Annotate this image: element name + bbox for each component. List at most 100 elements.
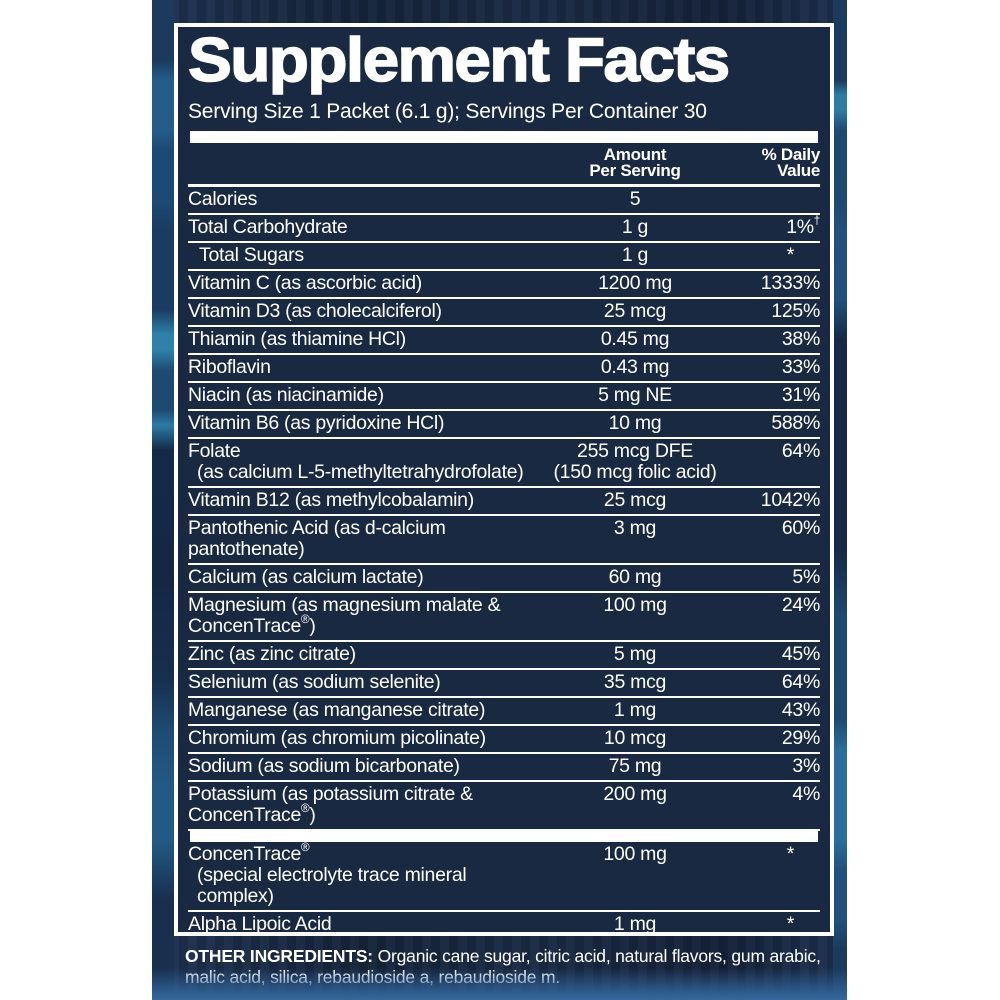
package-label-strip: Supplement Facts Serving Size 1 Packet (…	[152, 0, 847, 1000]
daily-value: 29%	[781, 726, 820, 749]
daily-value-header-line1: % Daily	[761, 144, 821, 164]
nutrient-name: Total Carbohydrate	[188, 215, 348, 238]
daily-value: 43%	[781, 698, 820, 721]
amount-header: Amount Per Serving	[540, 144, 730, 180]
table-row: Total Sugars 1 g *	[188, 243, 820, 271]
daily-value: *	[786, 912, 795, 935]
amount-per-serving: 5 mg NE	[598, 383, 672, 406]
daily-value: 33%	[781, 355, 820, 378]
table-row: Chromium (as chromium picolinate) 10 mcg 2…	[188, 726, 820, 754]
label-edge-left-band	[152, 0, 174, 1000]
table-row: Total Carbohydrate 1 g 1%†	[188, 215, 820, 243]
amount-per-serving: 255 mcg DFE (150 mcg folic acid)	[553, 439, 717, 483]
amount-per-serving: 1 mg	[613, 912, 657, 935]
nutrient-name: Vitamin B6 (as pyridoxine HCl)	[188, 411, 445, 434]
label-bottom-glow	[152, 968, 847, 1000]
amount-per-serving: 1200 mg	[598, 271, 672, 294]
amount-per-serving: 35 mcg	[603, 670, 667, 693]
table-row: Niacin (as niacinamide) 5 mg NE 31%	[188, 383, 820, 411]
nutrient-name: Niacin (as niacinamide)	[188, 383, 384, 406]
table-row: Calories 5	[188, 187, 820, 215]
table-row: Manganese (as manganese citrate) 1 mg 43%	[188, 698, 820, 726]
amount-per-serving: 5 mg	[613, 642, 657, 665]
table-row: Calcium (as calcium lactate) 60 mg 5%	[188, 565, 820, 593]
amount-per-serving: 25 mcg	[603, 488, 667, 511]
daily-value: 38%	[781, 327, 820, 350]
table-row: Zinc (as zinc citrate) 5 mg 45%	[188, 642, 820, 670]
daily-value: 3%	[792, 754, 820, 777]
table-row: Alpha Lipoic Acid 1 mg *	[188, 912, 820, 935]
nutrient-name: Riboflavin	[188, 355, 271, 378]
thick-separator	[190, 830, 818, 842]
supplement-facts-panel: Supplement Facts Serving Size 1 Packet (…	[174, 23, 834, 936]
daily-value: 60%	[781, 516, 820, 539]
table-row: Sodium (as sodium bicarbonate) 75 mg 3%	[188, 754, 820, 782]
daily-value: 64%	[781, 670, 820, 693]
nutrient-name: Selenium (as sodium selenite)	[188, 670, 441, 693]
column-headers: Amount Per Serving % Daily Value	[188, 143, 820, 184]
daily-value: 125%	[771, 299, 820, 322]
amount-per-serving: 10 mg	[608, 411, 662, 434]
nutrient-name: Chromium (as chromium picolinate)	[188, 726, 486, 749]
daily-value: 64%	[781, 439, 820, 462]
amount-per-serving: 0.45 mg	[600, 327, 670, 350]
serving-size-line: Serving Size 1 Packet (6.1 g); Servings …	[188, 99, 707, 123]
daily-value: *	[786, 842, 795, 865]
daily-value: 4%	[792, 782, 820, 805]
nutrient-name: Thiamin (as thiamine HCl)	[188, 327, 406, 350]
table-row: Magnesium (as magnesium malate & ConcenT…	[188, 593, 820, 642]
daily-value: 45%	[781, 642, 820, 665]
table-row: Vitamin B12 (as methylcobalamin) 25 mcg 10…	[188, 488, 820, 516]
nutrient-name: Zinc (as zinc citrate)	[188, 642, 356, 665]
amount-per-serving: 60 mg	[608, 565, 662, 588]
nutrient-name: Sodium (as sodium bicarbonate)	[188, 754, 460, 777]
nutrient-name: Alpha Lipoic Acid	[188, 912, 332, 935]
table-row: Folate (as calcium L-5-methyltetrahydrofo…	[188, 439, 820, 488]
amount-per-serving: 5	[629, 187, 641, 210]
table-row: Vitamin B6 (as pyridoxine HCl) 10 mg 588%	[188, 411, 820, 439]
daily-value: *	[786, 243, 795, 266]
amount-header-line2: Per Serving	[589, 160, 681, 180]
table-row: Vitamin D3 (as cholecalciferol) 25 mcg 125…	[188, 299, 820, 327]
table-row: Vitamin C (as ascorbic acid) 1200 mg 1333%	[188, 271, 820, 299]
daily-value: 1333%	[760, 271, 821, 294]
thick-separator	[190, 130, 818, 143]
amount-per-serving: 3 mg	[613, 516, 657, 539]
nutrient-name: Vitamin D3 (as cholecalciferol)	[188, 299, 442, 322]
facts-rows: Calories 5 Total Carbohydrate 1 g 1%† Total S…	[188, 183, 820, 935]
table-row: Thiamin (as thiamine HCl) 0.45 mg 38%	[188, 327, 820, 355]
amount-per-serving: 25 mcg	[603, 299, 667, 322]
amount-per-serving: 0.43 mg	[600, 355, 670, 378]
nutrient-name: Magnesium (as magnesium malate & ConcenT…	[188, 593, 501, 637]
daily-value: 24%	[781, 593, 820, 616]
nutrient-name: Vitamin B12 (as methylcobalamin)	[188, 488, 474, 511]
table-row: ConcenTrace® (special electrolyte trace m…	[188, 842, 820, 912]
amount-per-serving: 75 mg	[608, 754, 662, 777]
daily-value-header: % Daily Value	[730, 144, 821, 180]
daily-value-header-line2: Value	[777, 160, 820, 180]
table-row: Potassium (as potassium citrate & Concen…	[188, 782, 820, 831]
amount-per-serving: 100 mg	[603, 842, 667, 865]
amount-per-serving: 200 mg	[603, 782, 667, 805]
table-row: Selenium (as sodium selenite) 35 mcg 64%	[188, 670, 820, 698]
nutrient-name: Vitamin C (as ascorbic acid)	[188, 271, 422, 294]
table-row: Riboflavin 0.43 mg 33%	[188, 355, 820, 383]
nutrient-name: ConcenTrace® (special electrolyte trace m…	[188, 841, 467, 907]
nutrient-name: Pantothenic Acid (as d-calcium pantothen…	[188, 516, 446, 560]
nutrient-name: Manganese (as manganese citrate)	[188, 698, 486, 721]
daily-value: 588%	[771, 411, 820, 434]
amount-per-serving: 10 mcg	[603, 726, 667, 749]
nutrient-name: Potassium (as potassium citrate & Concen…	[188, 782, 473, 826]
daily-value: 31%	[781, 383, 820, 406]
amount-header-line1: Amount	[603, 144, 667, 164]
daily-value: 5%	[792, 565, 820, 588]
amount-per-serving: 100 mg	[603, 593, 667, 616]
amount-per-serving: 1 g	[621, 243, 649, 266]
daily-value: 1042%	[760, 488, 821, 511]
label-edge-right-band	[833, 0, 847, 1000]
other-ingredients-label: OTHER INGREDIENTS:	[185, 946, 373, 966]
amount-per-serving: 1 g	[621, 215, 649, 238]
nutrient-name: Calcium (as calcium lactate)	[188, 565, 424, 588]
daily-value: 1%†	[786, 214, 820, 238]
